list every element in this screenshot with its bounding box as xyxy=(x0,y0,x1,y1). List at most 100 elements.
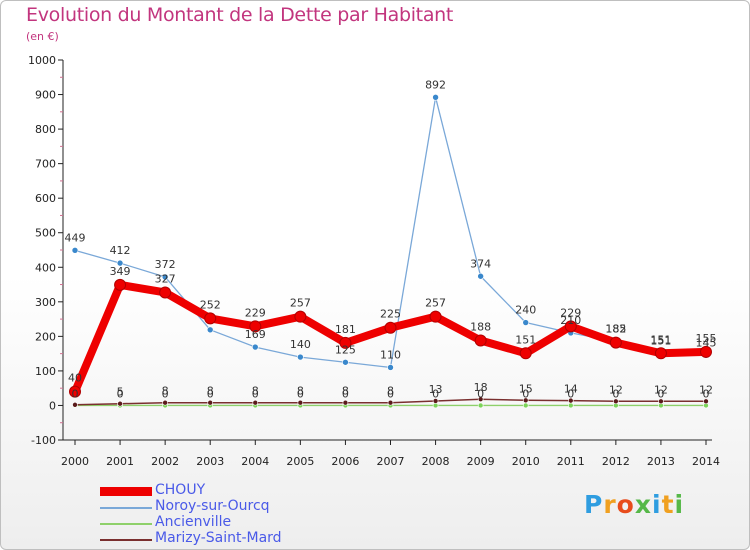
x-tick-label: 2000 xyxy=(61,455,89,468)
data-label-ancienville: 0 xyxy=(297,387,304,400)
data-point-marizy xyxy=(387,399,394,406)
data-label-chouy: 229 xyxy=(560,306,581,319)
chart-plot: -100010020030040050060070080090010002000… xyxy=(28,54,720,468)
y-tick-label: 1000 xyxy=(28,54,56,67)
data-label-chouy: 188 xyxy=(470,321,491,334)
data-point-marizy xyxy=(117,400,123,407)
data-label-chouy: 252 xyxy=(200,298,221,311)
data-point-marizy xyxy=(658,398,664,405)
data-point-chouy xyxy=(519,347,532,360)
data-label-ancienville: 0 xyxy=(567,387,574,400)
data-label-ancienville: 0 xyxy=(252,387,259,400)
data-point-noroy xyxy=(387,364,394,371)
chart-subtitle: (en €) xyxy=(26,30,59,43)
data-point-noroy xyxy=(71,247,79,254)
data-point-chouy xyxy=(429,310,442,323)
data-label-noroy: 169 xyxy=(245,328,266,341)
y-tick-label: -100 xyxy=(31,434,56,447)
data-point-ancienville xyxy=(522,402,529,409)
data-label-noroy: 412 xyxy=(110,244,131,257)
y-tick-label: 600 xyxy=(35,192,56,205)
data-label-marizy: 8 xyxy=(387,385,394,398)
data-label-chouy: 151 xyxy=(650,333,671,346)
data-point-marizy xyxy=(567,397,574,404)
legend-swatch-chouy xyxy=(100,487,152,496)
data-label-noroy: 240 xyxy=(515,304,536,317)
data-label-chouy: 225 xyxy=(380,308,401,321)
data-label-marizy: 8 xyxy=(297,385,304,398)
y-tick-label: 500 xyxy=(35,227,56,240)
legend-swatch-ancienville xyxy=(100,523,152,525)
data-label-ancienville: 0 xyxy=(387,387,394,400)
data-point-chouy xyxy=(700,345,712,358)
legend-label-ancienville: Ancienville xyxy=(155,514,232,530)
data-label-marizy: 8 xyxy=(162,385,169,398)
data-label-noroy: 449 xyxy=(65,231,86,244)
data-label-noroy: 210 xyxy=(560,314,581,327)
data-point-ancienville xyxy=(567,402,574,409)
data-label-marizy: 14 xyxy=(564,383,578,396)
data-point-marizy xyxy=(297,399,304,406)
data-label-noroy: 185 xyxy=(605,323,626,336)
data-label-ancienville: 0 xyxy=(432,387,439,400)
x-tick-label: 2002 xyxy=(151,455,179,468)
data-label-ancienville: 0 xyxy=(117,387,124,400)
data-label-chouy: 257 xyxy=(290,297,311,310)
y-tick-label: 200 xyxy=(35,330,56,343)
x-tick-label: 2011 xyxy=(557,455,585,468)
x-tick-label: 2012 xyxy=(602,455,630,468)
data-label-noroy: 892 xyxy=(425,78,446,91)
data-point-noroy xyxy=(206,326,214,334)
data-point-noroy xyxy=(161,273,169,281)
data-point-ancienville xyxy=(477,402,484,409)
data-point-noroy xyxy=(116,259,124,267)
x-tick-label: 2013 xyxy=(647,455,675,468)
data-label-ancienville: 0 xyxy=(342,387,349,400)
data-label-ancienville: 0 xyxy=(207,387,214,400)
x-tick-label: 2008 xyxy=(422,455,450,468)
data-point-noroy xyxy=(251,343,259,351)
y-tick-label: 800 xyxy=(35,123,56,136)
data-label-ancienville: 0 xyxy=(522,387,529,400)
legend-label-marizy: Marizy-Saint-Mard xyxy=(155,530,282,546)
data-point-chouy xyxy=(249,320,262,333)
x-tick-label: 2003 xyxy=(196,455,224,468)
data-point-marizy xyxy=(432,398,439,404)
y-tick-label: 100 xyxy=(35,365,56,378)
data-point-noroy xyxy=(477,272,484,280)
x-tick-label: 2001 xyxy=(106,455,134,468)
data-point-chouy xyxy=(69,385,81,398)
y-tick-label: 700 xyxy=(35,158,56,171)
data-point-chouy xyxy=(204,312,217,325)
data-label-chouy: 151 xyxy=(515,333,536,346)
data-label-chouy: 182 xyxy=(605,323,626,336)
data-label-chouy: 349 xyxy=(110,265,131,278)
data-label-chouy: 327 xyxy=(155,272,176,285)
data-label-noroy: 372 xyxy=(155,258,176,271)
data-label-chouy: 229 xyxy=(245,306,266,319)
data-label-chouy: 181 xyxy=(335,323,356,336)
data-point-marizy xyxy=(703,398,709,405)
data-point-chouy xyxy=(564,320,577,333)
x-tick-label: 2014 xyxy=(692,455,720,468)
chart-title: Evolution du Montant de la Dette par Hab… xyxy=(26,4,454,26)
data-label-marizy: 12 xyxy=(699,383,713,396)
data-label-ancienville: 0 xyxy=(162,387,169,400)
data-label-marizy: 12 xyxy=(609,383,623,396)
data-point-marizy xyxy=(207,399,214,406)
data-point-noroy xyxy=(432,94,439,101)
data-label-marizy: 8 xyxy=(207,385,214,398)
x-tick-label: 2006 xyxy=(331,455,359,468)
data-point-marizy xyxy=(613,398,619,405)
x-tick-label: 2005 xyxy=(286,455,314,468)
data-point-marizy xyxy=(342,399,349,406)
x-tick-label: 2007 xyxy=(377,455,405,468)
data-point-marizy xyxy=(252,399,259,406)
data-label-chouy: 257 xyxy=(425,297,446,310)
legend-label-noroy: Noroy-sur-Ourcq xyxy=(155,498,270,514)
data-point-chouy xyxy=(654,347,667,360)
data-label-noroy: 151 xyxy=(650,334,671,347)
data-point-marizy xyxy=(72,401,78,408)
data-label-noroy: 125 xyxy=(335,343,356,356)
data-point-marizy xyxy=(522,397,529,404)
